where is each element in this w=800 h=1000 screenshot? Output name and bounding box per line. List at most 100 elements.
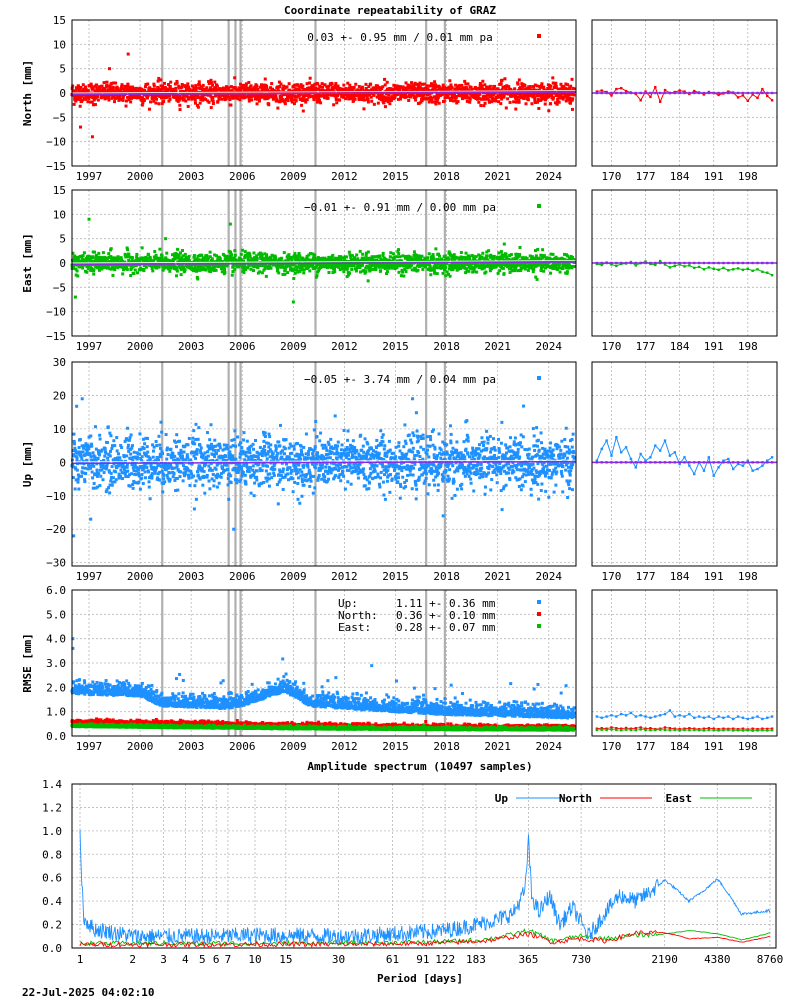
- data-point: [170, 253, 174, 257]
- data-point: [549, 84, 553, 88]
- data-point: [128, 85, 132, 89]
- x-tick-label: 177: [636, 340, 656, 353]
- data-point: [196, 105, 200, 109]
- data-point: [109, 247, 113, 251]
- data-point: [317, 97, 321, 101]
- data-point: [347, 90, 351, 94]
- data-point: [209, 94, 213, 98]
- data-point: [244, 82, 248, 86]
- data-point: [86, 267, 90, 271]
- data-point: [195, 91, 199, 95]
- recent-trend-point: [610, 261, 613, 265]
- data-point: [75, 456, 79, 460]
- data-point: [77, 446, 81, 450]
- data-point: [282, 84, 286, 88]
- data-point: [202, 257, 206, 261]
- data-point: [76, 480, 80, 484]
- data-point: [244, 89, 248, 93]
- data-point: [416, 268, 420, 272]
- data-point: [194, 84, 198, 88]
- data-point: [98, 256, 102, 260]
- data-point: [71, 84, 75, 88]
- data-point: [500, 78, 504, 82]
- data-point: [420, 254, 424, 258]
- data-point: [433, 100, 437, 104]
- data-point: [151, 87, 155, 91]
- data-point: [413, 90, 417, 94]
- main-title: Coordinate repeatability of GRAZ: [284, 4, 496, 17]
- data-point: [132, 271, 136, 275]
- recent-trend-point: [678, 261, 681, 265]
- data-point: [231, 270, 235, 274]
- data-point: [504, 106, 508, 110]
- data-point: [154, 253, 158, 257]
- data-point: [187, 259, 191, 263]
- data-point: [158, 247, 162, 251]
- data-point: [232, 264, 236, 268]
- data-point: [81, 450, 85, 454]
- data-point: [434, 85, 438, 89]
- data-point: [234, 86, 238, 90]
- data-point: [112, 100, 116, 104]
- data-point: [220, 270, 224, 274]
- data-point: [366, 100, 370, 104]
- data-point: [561, 97, 565, 101]
- data-point: [124, 254, 128, 258]
- recent-trend-point: [756, 261, 759, 265]
- data-point: [528, 94, 532, 98]
- data-point: [502, 272, 506, 276]
- data-point: [381, 251, 385, 255]
- data-point: [153, 94, 157, 98]
- data-point: [180, 256, 184, 260]
- recent-trend-point: [673, 261, 676, 265]
- data-points: [70, 52, 576, 139]
- data-point: [482, 94, 486, 98]
- recent-trend-point: [761, 91, 764, 95]
- data-point: [265, 84, 269, 88]
- recent-trend-point: [634, 261, 638, 265]
- data-point: [501, 94, 505, 98]
- data-point: [254, 87, 258, 91]
- data-point: [223, 89, 227, 93]
- data-point: [83, 466, 87, 470]
- data-point: [245, 254, 249, 258]
- data-point: [344, 87, 348, 91]
- data-point: [209, 81, 213, 85]
- y-tick-label: −10: [46, 136, 66, 149]
- data-point: [404, 88, 408, 92]
- data-point: [91, 85, 95, 89]
- data-point: [282, 251, 286, 255]
- recent-trend-point: [683, 261, 686, 265]
- data-point: [177, 96, 181, 100]
- y-tick-label: 10: [53, 423, 66, 436]
- data-point: [81, 254, 85, 258]
- data-point: [483, 83, 487, 87]
- data-point: [409, 264, 413, 268]
- data-point: [414, 98, 418, 102]
- data-point: [230, 259, 234, 263]
- data-point: [168, 85, 172, 89]
- data-point: [516, 92, 520, 96]
- data-point: [87, 97, 91, 101]
- data-point: [72, 432, 76, 436]
- data-point: [162, 99, 166, 103]
- data-point: [92, 98, 96, 102]
- data-point: [555, 102, 559, 106]
- data-point: [167, 83, 171, 87]
- data-point: [480, 255, 484, 259]
- data-point: [344, 97, 348, 101]
- data-point: [165, 265, 169, 269]
- data-point: [409, 94, 413, 98]
- recent-trend-point: [639, 91, 642, 95]
- x-tick-label: 2024: [536, 170, 563, 183]
- data-point: [568, 96, 572, 100]
- data-point: [130, 256, 134, 260]
- data-point: [125, 263, 129, 267]
- data-point: [152, 99, 156, 103]
- data-point: [142, 98, 146, 102]
- data-point: [568, 86, 572, 90]
- data-point: [172, 267, 176, 271]
- data-point: [561, 89, 565, 93]
- data-point: [80, 456, 84, 460]
- x-tick-label: 177: [636, 170, 656, 183]
